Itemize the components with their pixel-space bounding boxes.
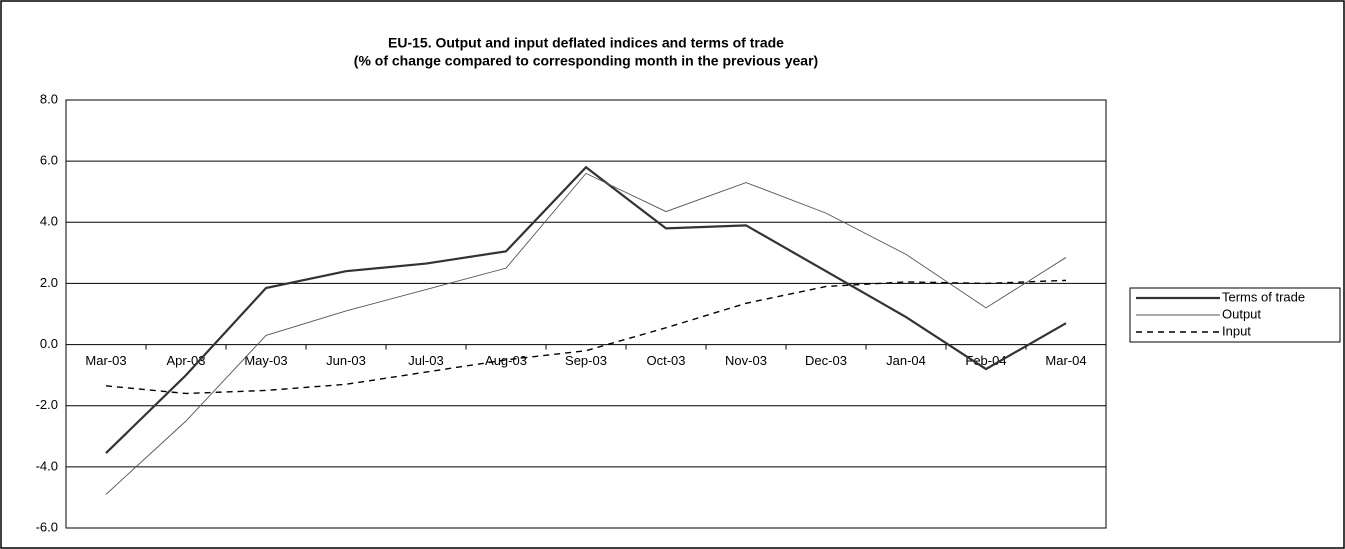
x-tick-label: Jan-04 xyxy=(886,353,926,368)
series-line xyxy=(105,165,1067,454)
chart-subtitle: (% of change compared to corresponding m… xyxy=(354,53,818,69)
x-tick-label: Jul-03 xyxy=(408,353,443,368)
y-tick-label: -4.0 xyxy=(36,458,58,473)
x-tick-label: Oct-03 xyxy=(646,353,685,368)
series-line xyxy=(105,279,1067,395)
plot-area xyxy=(65,99,1107,529)
y-tick-label: 2.0 xyxy=(40,275,58,290)
x-tick-label: Mar-04 xyxy=(1045,353,1086,368)
y-tick-label: 0.0 xyxy=(40,336,58,351)
x-tick-label: May-03 xyxy=(244,353,287,368)
x-tick-label: Nov-03 xyxy=(725,353,767,368)
x-tick-label: Mar-03 xyxy=(85,353,126,368)
series-line xyxy=(105,172,1067,495)
x-tick-label: Jun-03 xyxy=(326,353,366,368)
legend-label: Input xyxy=(1222,323,1251,338)
legend-label: Terms of trade xyxy=(1222,289,1305,304)
x-tick-label: Sep-03 xyxy=(565,353,607,368)
y-tick-label: 6.0 xyxy=(40,153,58,168)
x-tick-label: Dec-03 xyxy=(805,353,847,368)
x-tick-label: Aug-03 xyxy=(485,353,527,368)
y-tick-label: 8.0 xyxy=(40,91,58,106)
chart-title: EU-15. Output and input deflated indices… xyxy=(388,35,784,51)
y-tick-label: -2.0 xyxy=(36,397,58,412)
y-tick-label: 4.0 xyxy=(40,214,58,229)
y-tick-label: -6.0 xyxy=(36,519,58,534)
legend-label: Output xyxy=(1222,306,1261,321)
